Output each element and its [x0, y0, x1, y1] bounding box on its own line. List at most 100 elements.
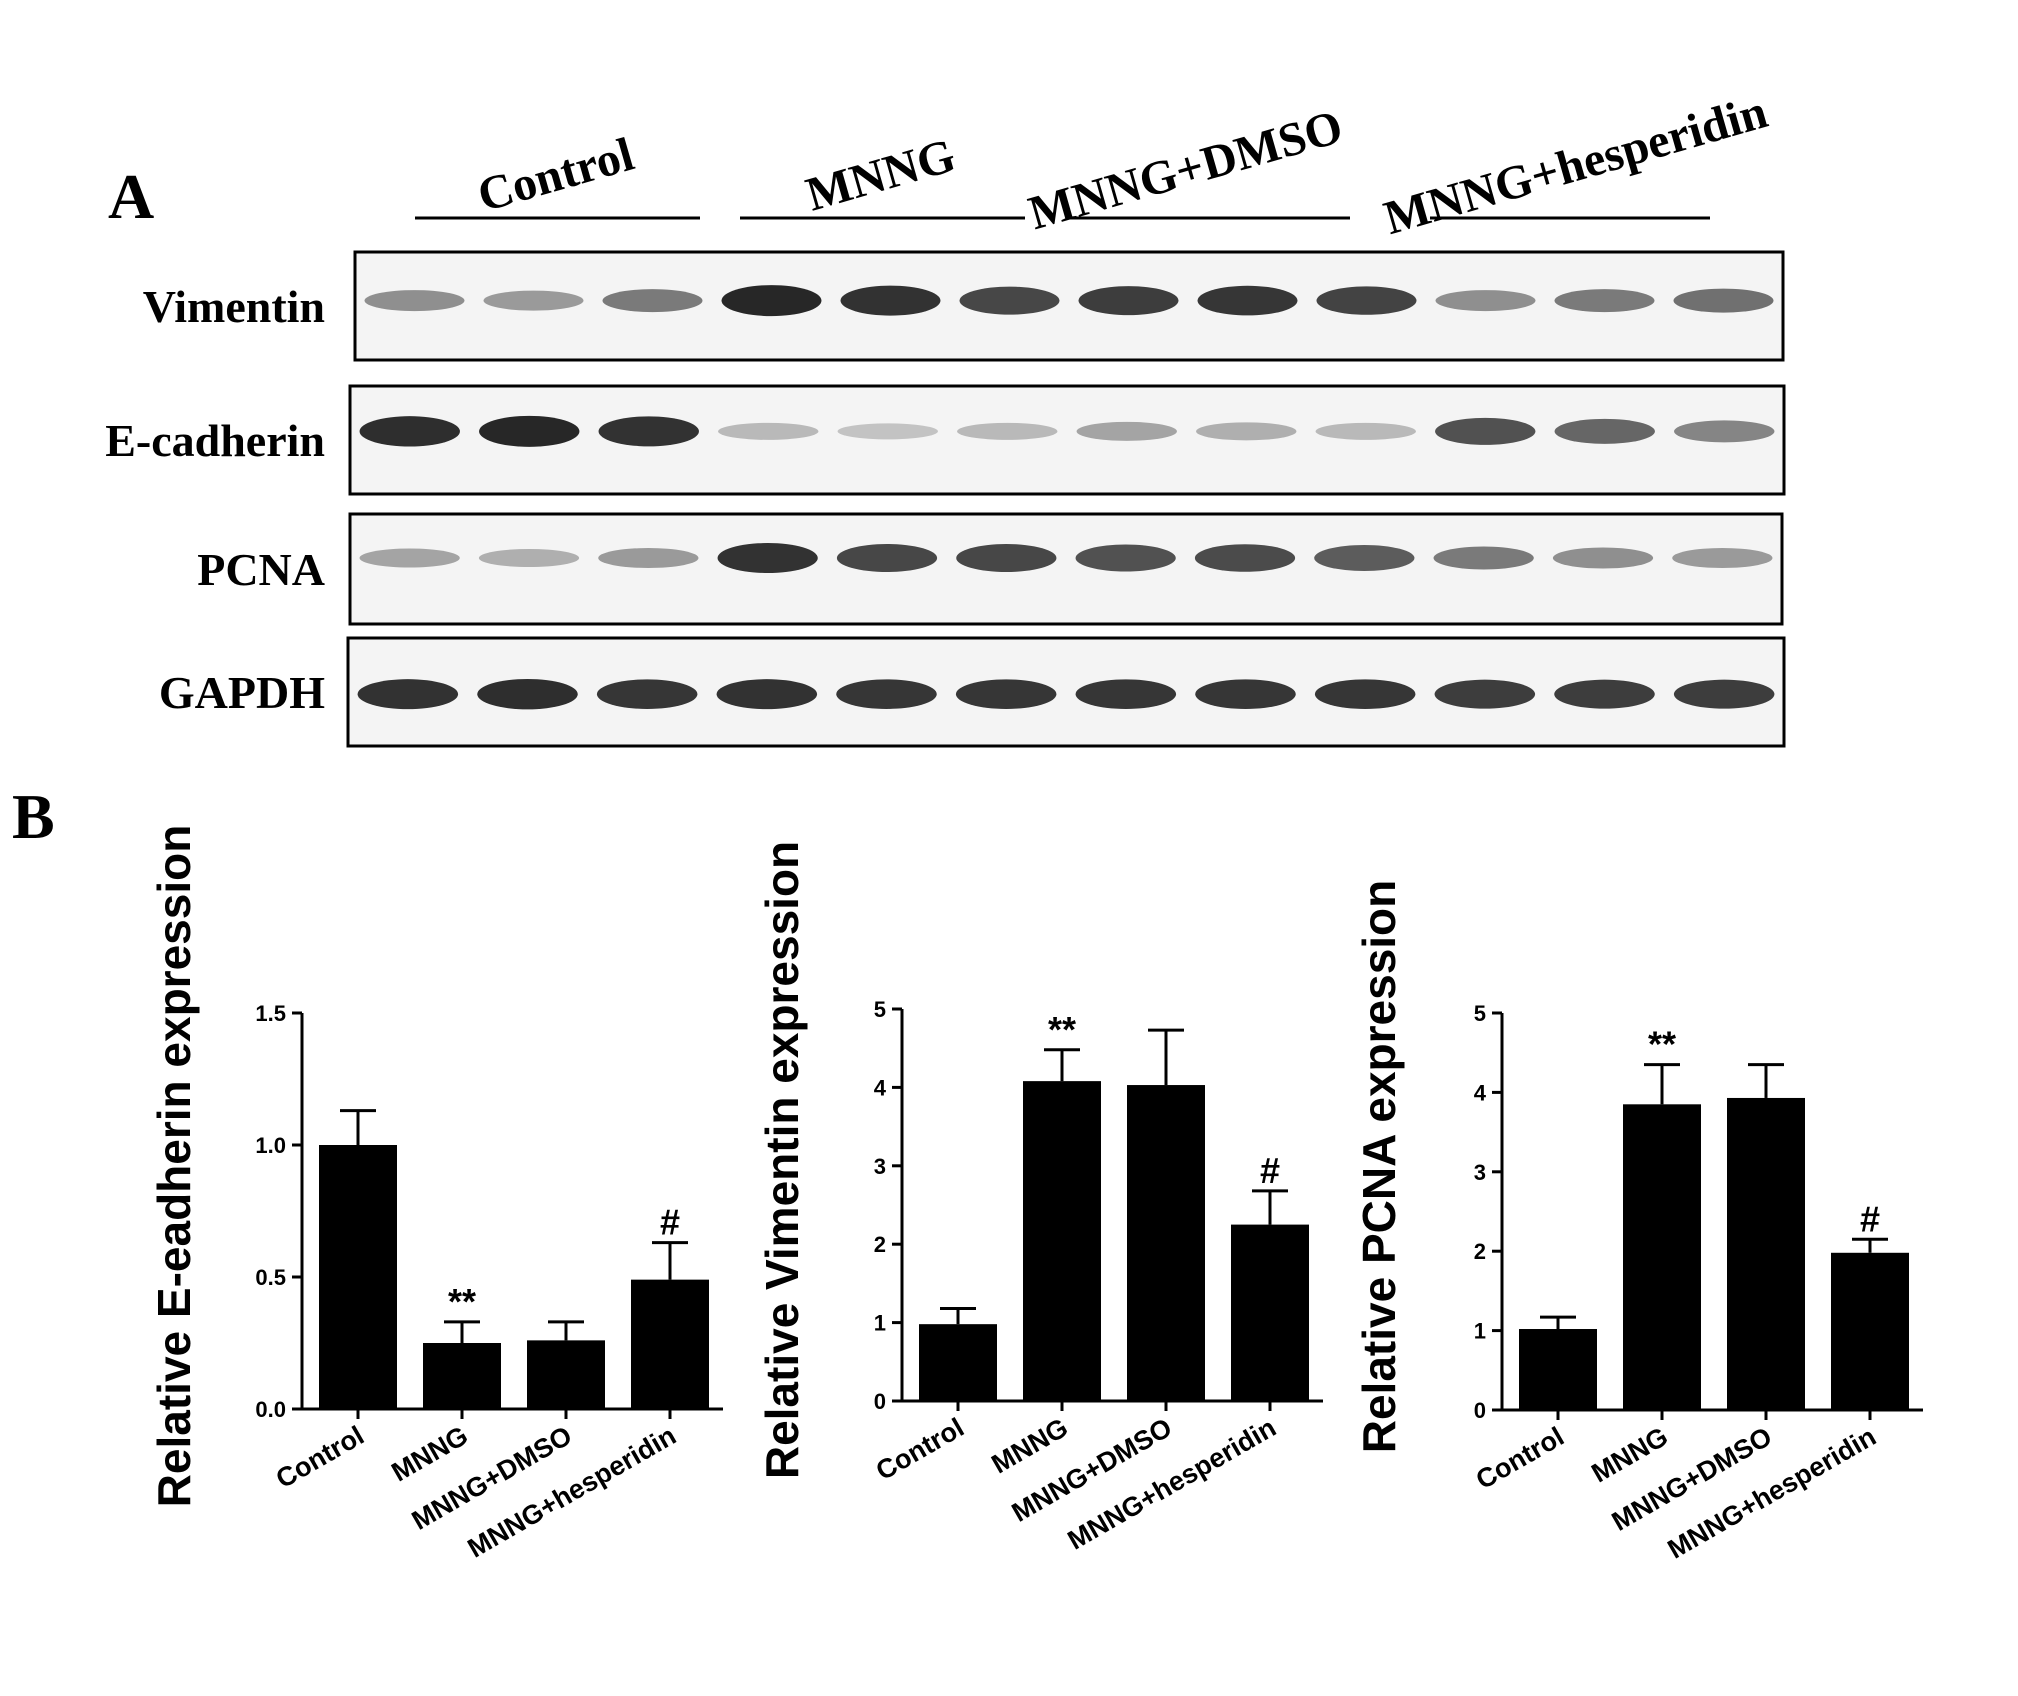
- blot-row-label: E-cadherin: [105, 415, 325, 466]
- y-tick-label: 0.0: [255, 1397, 286, 1422]
- bar: [919, 1324, 997, 1401]
- y-tick-label: 1.5: [255, 1001, 286, 1026]
- blot-band: [1196, 422, 1297, 441]
- blot-band: [1554, 418, 1655, 444]
- blot-band: [1673, 679, 1775, 709]
- y-tick-label: 3: [1474, 1160, 1486, 1185]
- blot-band: [1315, 422, 1416, 440]
- blot-band: [477, 678, 578, 710]
- blot-band: [1435, 290, 1536, 312]
- bar-chart: 0.0 0.5 1.0 1.5 Relative E-eadherin expressi…: [148, 825, 723, 1564]
- blot-band: [1075, 679, 1177, 709]
- blot-band: [1075, 544, 1176, 572]
- blot-band: [1554, 679, 1655, 709]
- blot-band: [957, 422, 1058, 440]
- x-tick-label: Control: [1471, 1421, 1569, 1495]
- y-tick-label: 2: [1474, 1239, 1486, 1264]
- blot-band: [1552, 547, 1654, 569]
- y-tick-label: 2: [874, 1232, 886, 1257]
- blot-band: [357, 679, 459, 710]
- significance-marker: #: [660, 1202, 680, 1243]
- bar: [319, 1145, 397, 1409]
- blot-group-label: MNNG: [800, 129, 961, 222]
- blot-band: [596, 679, 698, 709]
- blot-band: [721, 285, 822, 317]
- bar: [1623, 1104, 1701, 1410]
- blot-frame: [348, 512, 1784, 626]
- blot-band: [1195, 679, 1296, 709]
- y-tick-label: 4: [874, 1075, 887, 1100]
- bar-chart: 0 1 2 3 4 5 Relative PCNA expression Control ** M…: [1353, 880, 1923, 1565]
- blot-band: [1673, 288, 1774, 313]
- bar: [1231, 1224, 1309, 1401]
- blot-band: [837, 423, 938, 440]
- y-tick-label: 1: [874, 1311, 886, 1336]
- bar: [1519, 1329, 1597, 1410]
- y-tick-label: 0: [1474, 1398, 1486, 1423]
- y-tick-label: 4: [1474, 1080, 1487, 1105]
- bar: [1023, 1081, 1101, 1401]
- blot-band: [479, 415, 580, 447]
- y-axis-title: Relative PCNA expression: [1353, 880, 1405, 1454]
- y-tick-label: 5: [874, 997, 886, 1022]
- western-blot: Control MNNG MNNG+DMSO MNNG+hesperidinVimen…: [105, 85, 1786, 748]
- blot-band: [602, 289, 703, 313]
- bar-charts: 0.0 0.5 1.0 1.5 Relative E-eadherin expressi…: [148, 825, 1923, 1565]
- significance-marker: **: [448, 1281, 476, 1322]
- x-tick-label: MNNG: [987, 1412, 1073, 1479]
- blot-group-label: MNNG+hesperidin: [1378, 85, 1773, 245]
- blot-row-label: GAPDH: [159, 667, 325, 718]
- blot-band: [359, 416, 460, 447]
- y-tick-label: 3: [874, 1154, 886, 1179]
- blot-group-label: Control: [472, 128, 640, 223]
- blot-band: [1197, 285, 1298, 316]
- blot-band: [1554, 289, 1655, 313]
- bar: [631, 1279, 709, 1409]
- blot-band: [1078, 286, 1179, 316]
- significance-marker: **: [1048, 1009, 1076, 1050]
- blot-band: [1674, 420, 1775, 443]
- bar: [423, 1343, 501, 1409]
- blot-band: [364, 290, 465, 312]
- blot-band: [717, 543, 818, 573]
- blot-frame: [346, 636, 1786, 748]
- significance-marker: #: [1260, 1150, 1280, 1191]
- y-tick-label: 0.5: [255, 1265, 286, 1290]
- blot-band: [1076, 421, 1177, 441]
- y-tick-label: 1.0: [255, 1133, 286, 1158]
- significance-marker: #: [1860, 1198, 1880, 1239]
- blot-band: [598, 416, 699, 447]
- blot-frame: [348, 384, 1786, 496]
- x-tick-label: MNNG: [1587, 1421, 1673, 1488]
- y-tick-label: 5: [1474, 1001, 1486, 1026]
- blot-band: [483, 290, 584, 311]
- blot-band: [959, 286, 1060, 315]
- blot-band: [718, 422, 819, 440]
- blot-band: [840, 285, 941, 316]
- blot-band: [836, 679, 937, 709]
- blot-band: [1316, 286, 1417, 315]
- blot-band: [598, 548, 699, 568]
- y-tick-label: 1: [1474, 1319, 1486, 1344]
- blot-row-label: PCNA: [197, 544, 325, 595]
- y-axis-title: Relative Vimentin expression: [756, 841, 808, 1479]
- bar: [527, 1340, 605, 1409]
- blot-band: [716, 679, 818, 710]
- blot-band: [1672, 548, 1773, 568]
- y-axis-title: Relative E-eadherin expression: [148, 825, 200, 1508]
- blot-band: [1434, 679, 1536, 709]
- blot-band: [1433, 546, 1534, 570]
- panel-label-b: B: [12, 781, 55, 852]
- blot-band: [478, 549, 580, 567]
- blot-band: [955, 679, 1057, 709]
- blot-row-label: Vimentin: [143, 281, 325, 332]
- bar: [1727, 1097, 1805, 1410]
- blot-band: [836, 544, 938, 572]
- x-tick-label: MNNG: [387, 1420, 473, 1487]
- blot-band: [1194, 544, 1296, 572]
- bar: [1127, 1085, 1205, 1401]
- blot-band: [1314, 545, 1415, 571]
- bar: [1831, 1252, 1909, 1410]
- significance-marker: **: [1648, 1024, 1676, 1065]
